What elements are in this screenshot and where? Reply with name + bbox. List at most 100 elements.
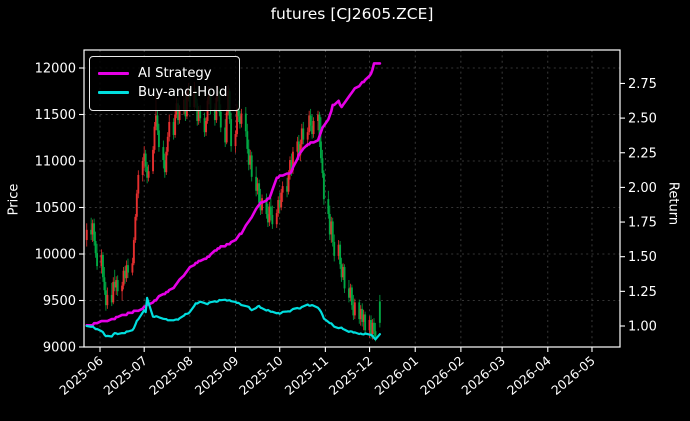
candle-body xyxy=(135,193,138,217)
candle-body xyxy=(94,240,97,254)
candle-body xyxy=(281,186,284,193)
candle-body xyxy=(246,131,249,149)
candle-body xyxy=(290,160,293,171)
candle-body xyxy=(103,277,106,291)
candle-body xyxy=(289,160,291,175)
candle-body xyxy=(337,244,340,256)
candle-body xyxy=(205,121,208,133)
candle-body xyxy=(116,280,119,292)
candle-body xyxy=(112,281,115,303)
candle-body xyxy=(230,119,233,147)
return-tick-label: 1.25 xyxy=(628,285,657,300)
candle-body xyxy=(100,254,103,267)
candle-body xyxy=(197,110,200,122)
price-tick-label: 11000 xyxy=(35,155,76,170)
candle-body xyxy=(331,221,334,242)
candle-body xyxy=(280,192,283,208)
candle-body xyxy=(96,253,99,267)
candle-body xyxy=(104,290,107,306)
return-tick-label: 2.50 xyxy=(628,112,657,127)
legend-entry-ai-strategy: AI Strategy xyxy=(98,66,227,81)
candle-body xyxy=(238,116,241,124)
x-tick-label: 2025-07 xyxy=(100,353,150,398)
x-tick-label: 2026-03 xyxy=(458,353,508,398)
candle-body xyxy=(141,161,144,175)
candle-body xyxy=(308,115,311,133)
candle-body xyxy=(256,183,259,191)
candle-body xyxy=(340,264,343,278)
return-tick-label: 2.25 xyxy=(628,146,657,161)
candle-body xyxy=(302,128,305,140)
candle-body xyxy=(106,294,109,306)
candle-body xyxy=(85,229,88,241)
candle-body xyxy=(347,288,350,298)
candle-body xyxy=(374,331,377,337)
price-tick-label: 11500 xyxy=(35,108,76,123)
candle-body xyxy=(124,270,126,279)
candle-body xyxy=(93,223,96,241)
candle-body xyxy=(296,141,299,152)
candle-body xyxy=(131,263,134,273)
candle-body xyxy=(234,134,237,147)
candle-body xyxy=(292,151,294,171)
candle-body xyxy=(225,112,228,143)
candle-body xyxy=(178,109,181,121)
candle-body xyxy=(352,305,355,316)
buy-and-hold-line xyxy=(85,296,381,341)
candle-body xyxy=(163,160,166,173)
price-tick-label: 9000 xyxy=(43,341,76,356)
candle-body xyxy=(318,114,321,142)
x-tick-label: 2025-11 xyxy=(282,353,332,398)
x-tick-label: 2025-10 xyxy=(236,353,286,398)
buy-and-hold-line-swatch-icon xyxy=(98,90,129,95)
candle-body xyxy=(317,114,319,122)
candle-body xyxy=(244,113,247,132)
candle-body xyxy=(362,314,365,322)
candle-body xyxy=(271,214,274,225)
candle-body xyxy=(269,206,272,215)
candle-body xyxy=(255,176,258,191)
candle-body xyxy=(320,141,322,159)
candle-body xyxy=(333,241,336,256)
candle-body xyxy=(174,114,177,135)
candle-body xyxy=(359,308,362,320)
candle-body xyxy=(166,136,169,152)
candle-body xyxy=(275,213,278,225)
candle-body xyxy=(265,198,268,215)
candle-body xyxy=(364,314,367,331)
candle-body xyxy=(371,322,374,334)
candle-body xyxy=(147,171,150,178)
return-axis-label: Return xyxy=(665,181,681,226)
candle-body xyxy=(152,149,154,172)
candle-body xyxy=(125,265,128,279)
candle-body xyxy=(157,130,160,148)
x-tick-label: 2026-02 xyxy=(417,353,467,398)
legend-label-buy-and-hold: Buy-and-Hold xyxy=(138,85,228,100)
legend: AI Strategy Buy-and-Hold xyxy=(89,56,241,111)
candle-body xyxy=(353,302,356,316)
candle-body xyxy=(236,108,238,135)
x-tick-label: 2025-09 xyxy=(192,353,242,398)
candle-body xyxy=(300,128,303,145)
candle-body xyxy=(349,287,352,298)
x-tick-label: 2026-05 xyxy=(548,353,598,398)
candle-body xyxy=(299,144,302,156)
ai-strategy-line xyxy=(85,62,382,327)
price-tick-label: 10000 xyxy=(35,248,76,263)
candle-body xyxy=(196,103,199,122)
x-tick-label: 2026-04 xyxy=(504,353,554,398)
candle-body xyxy=(137,174,140,194)
candle-body xyxy=(321,158,324,174)
candle-body xyxy=(343,267,346,289)
return-tick-label: 1.75 xyxy=(628,216,657,231)
candle-body xyxy=(330,221,333,235)
return-tick-label: 1.00 xyxy=(628,320,657,335)
return-tick-label: 2.75 xyxy=(628,77,657,92)
plot-border xyxy=(83,49,621,348)
candle-body xyxy=(361,308,364,322)
candle-body xyxy=(309,115,312,126)
candle-body xyxy=(162,147,165,161)
price-tick-label: 12000 xyxy=(35,62,76,77)
candle-body xyxy=(121,285,124,292)
